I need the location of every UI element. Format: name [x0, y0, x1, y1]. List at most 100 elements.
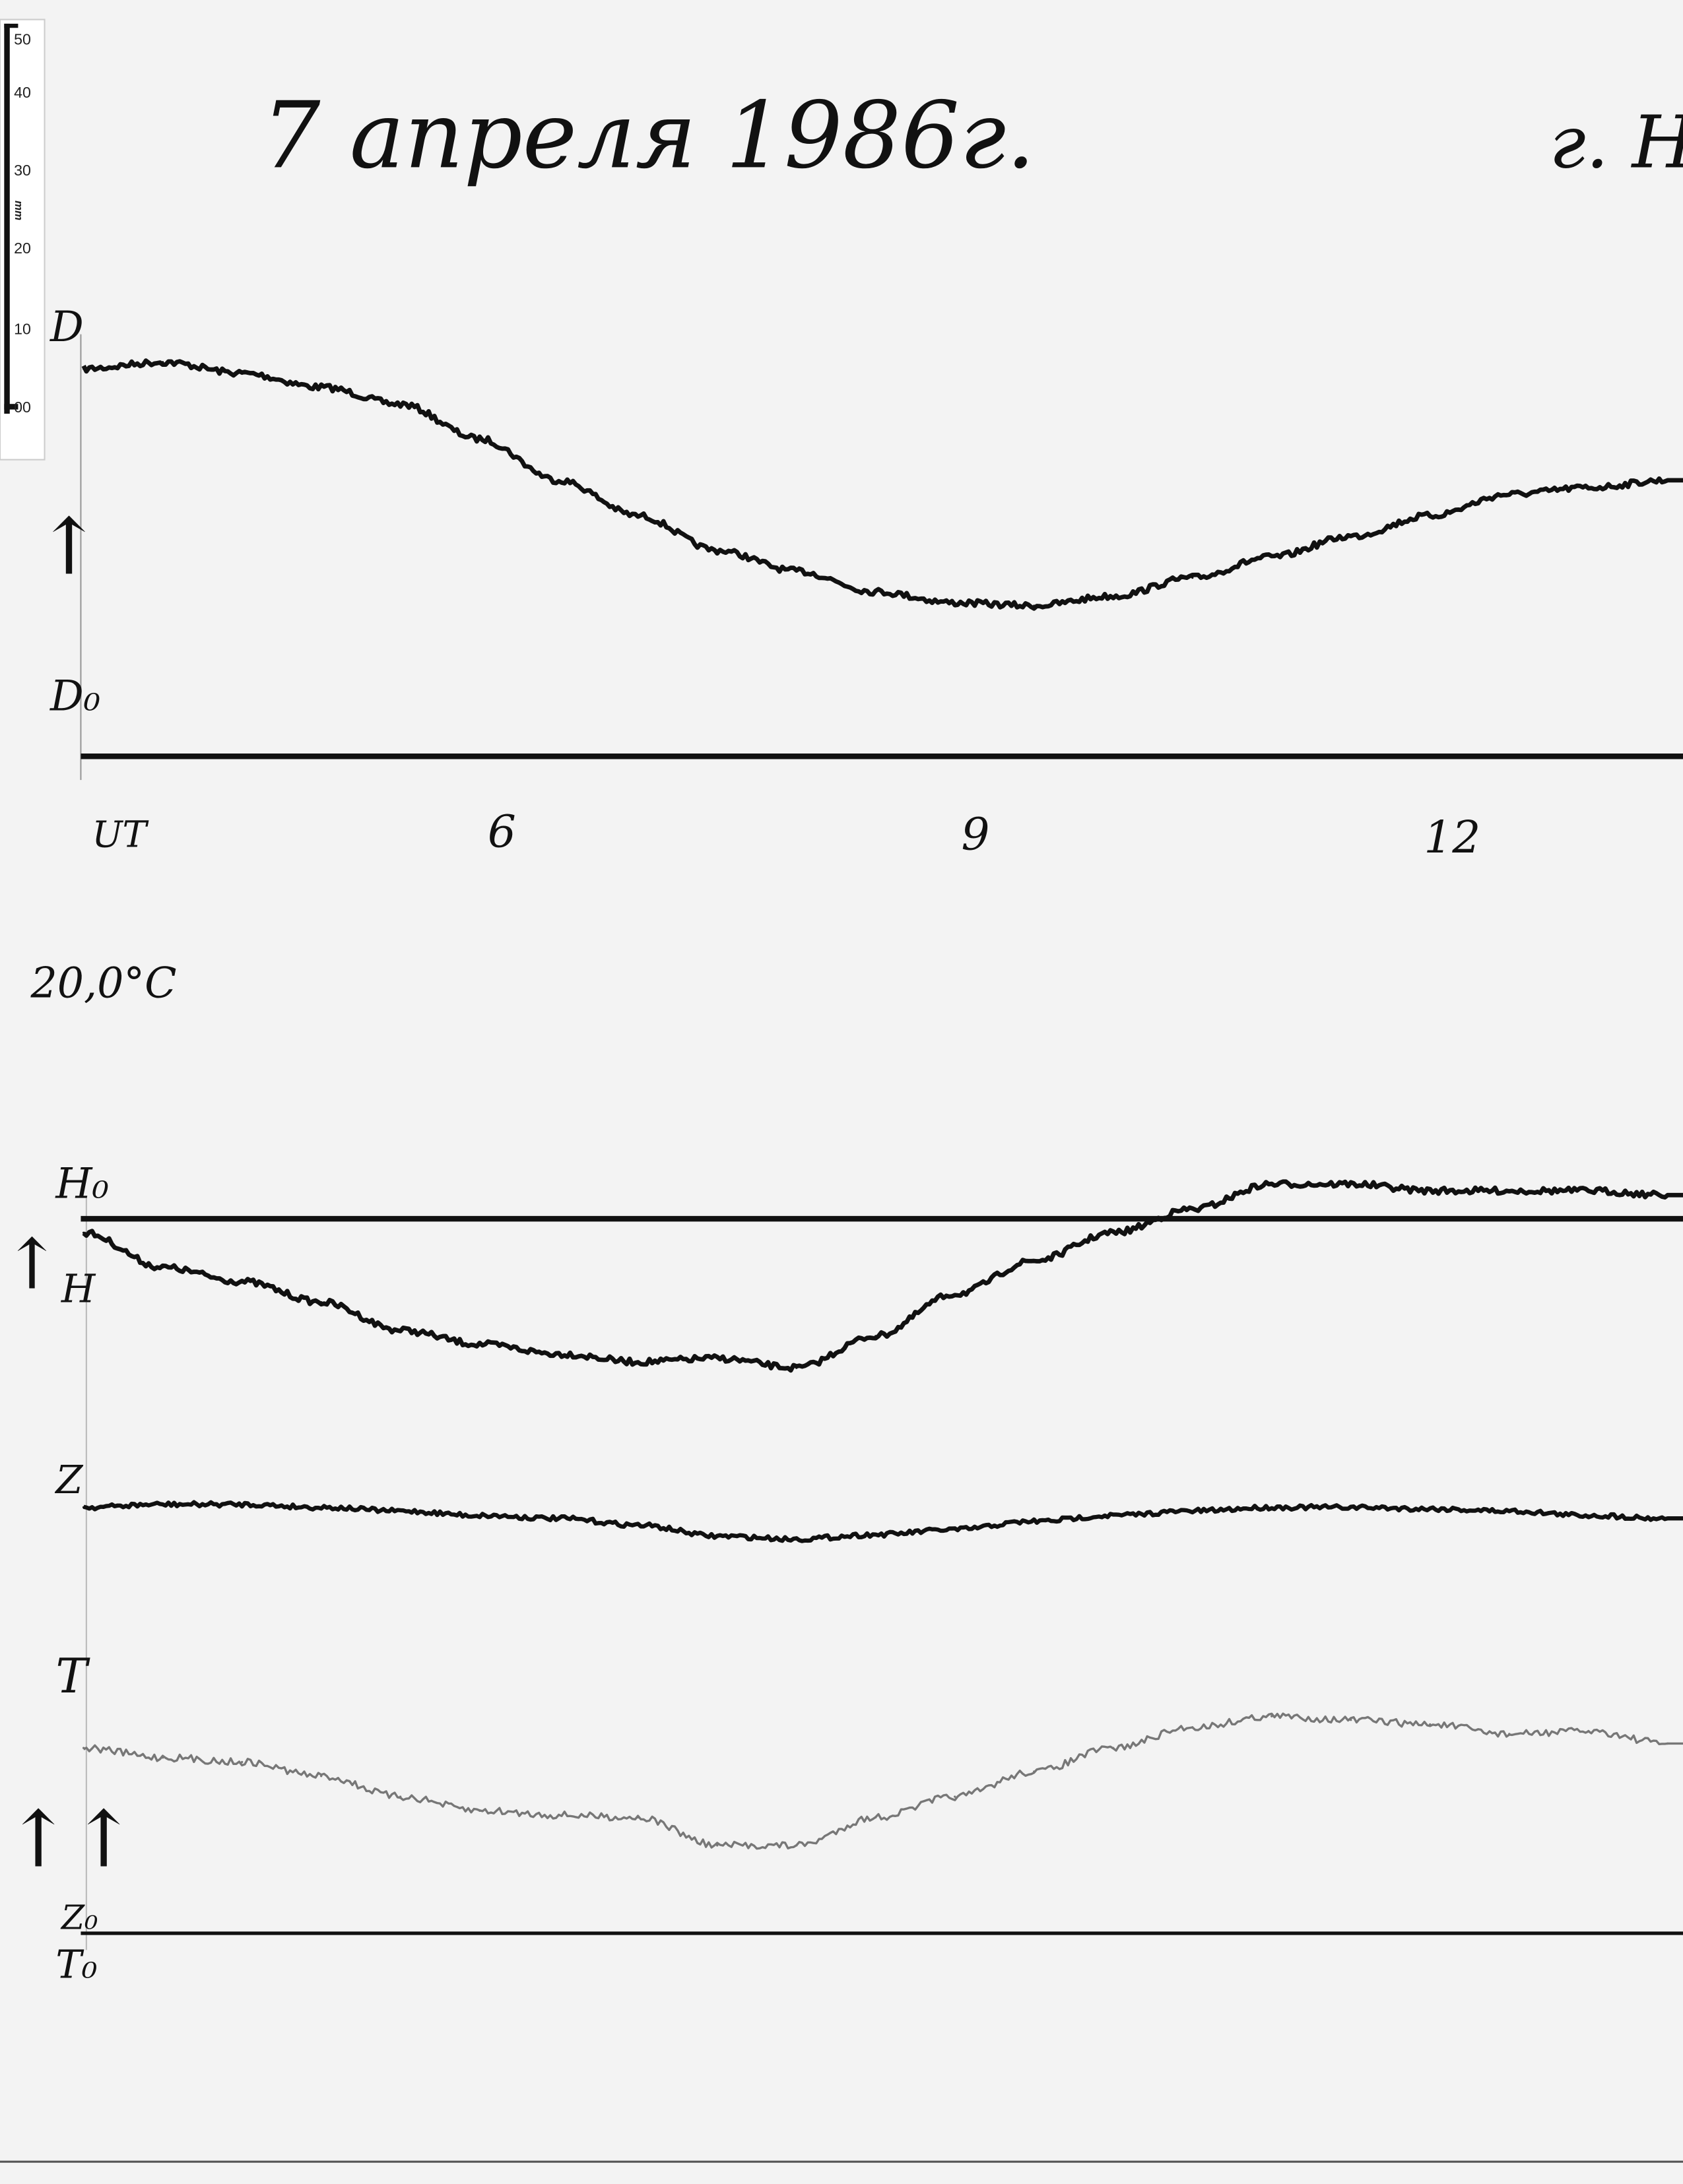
ruler-tick-50: 50	[14, 31, 31, 48]
point-H	[1270, 1182, 1273, 1186]
point-Z	[716, 1535, 719, 1537]
point-H	[954, 1293, 956, 1295]
point-T	[1666, 1742, 1669, 1745]
label-T: T	[55, 1648, 90, 1704]
point-T	[1350, 1718, 1352, 1721]
point-H	[82, 1231, 85, 1235]
point-D	[558, 479, 560, 482]
point-T	[716, 1844, 719, 1847]
point-D	[1270, 556, 1273, 558]
point-H	[399, 1329, 402, 1332]
point-T	[1508, 1733, 1511, 1735]
point-D	[319, 386, 323, 389]
label-Z: Z	[54, 1457, 83, 1502]
label-H: H	[61, 1266, 96, 1312]
point-T	[399, 1795, 402, 1798]
date-title: 7 апреля 1986г.	[262, 82, 1036, 189]
point-H	[1033, 1260, 1036, 1262]
label-temperature: 20,0°C	[30, 958, 176, 1007]
ruler-unit: mm	[13, 201, 25, 220]
point-D	[795, 569, 798, 573]
point-Z	[478, 1514, 481, 1517]
point-Z	[795, 1537, 798, 1541]
point-H	[1429, 1189, 1432, 1192]
point-T	[1033, 1770, 1036, 1773]
label-H0: H₀	[55, 1159, 109, 1207]
point-D	[1429, 514, 1432, 517]
x-tick-12: 12	[1424, 811, 1480, 863]
point-T	[954, 1795, 956, 1798]
trace-H	[82, 1179, 1683, 1373]
trace-Z	[82, 1500, 1683, 1543]
point-H	[795, 1366, 798, 1369]
point-T	[1112, 1747, 1115, 1749]
point-H	[1191, 1207, 1194, 1211]
x-tick-9: 9	[962, 808, 990, 860]
ruler-tick-30: 30	[14, 162, 31, 179]
point-D	[1191, 576, 1194, 579]
point-Z	[319, 1506, 323, 1509]
ruler-tick-10: 10	[14, 321, 31, 338]
point-Z	[1429, 1508, 1432, 1510]
point-Z	[82, 1506, 85, 1509]
point-D	[1666, 479, 1669, 482]
point-Z	[1666, 1517, 1669, 1520]
point-T	[82, 1747, 85, 1749]
point-Z	[1191, 1510, 1194, 1512]
point-H	[478, 1343, 481, 1345]
point-H	[161, 1266, 164, 1269]
point-Z	[399, 1510, 402, 1512]
point-H	[319, 1301, 323, 1304]
point-H	[1666, 1194, 1669, 1196]
point-H	[874, 1335, 877, 1337]
point-H	[558, 1353, 560, 1355]
point-T	[558, 1814, 560, 1816]
point-T	[478, 1809, 481, 1812]
ruler-tick-40: 40	[14, 84, 31, 101]
point-D	[954, 601, 956, 604]
point-Z	[161, 1503, 164, 1506]
point-D	[1033, 604, 1036, 607]
label-D: D	[50, 302, 84, 351]
point-T	[874, 1816, 877, 1819]
point-Z	[954, 1528, 956, 1531]
mm-ruler: 50 40 30 mm 20 10 00	[0, 18, 46, 461]
point-D	[161, 361, 164, 364]
point-D	[1350, 535, 1352, 538]
point-Z	[558, 1517, 560, 1520]
x-tick-6: 6	[488, 805, 516, 857]
point-Z	[240, 1503, 244, 1506]
ruler-tick-00: 00	[14, 399, 31, 416]
traces	[81, 358, 1683, 1935]
point-T	[1587, 1729, 1590, 1733]
point-T	[637, 1816, 640, 1819]
point-H	[240, 1280, 244, 1283]
point-Z	[1587, 1514, 1590, 1517]
point-H	[1508, 1189, 1511, 1192]
point-Z	[637, 1524, 640, 1526]
point-H	[637, 1361, 640, 1363]
point-H	[1112, 1231, 1115, 1235]
point-T	[319, 1775, 323, 1778]
point-D	[399, 402, 402, 406]
point-Z	[1033, 1520, 1036, 1523]
point-T	[240, 1760, 244, 1764]
point-Z	[1270, 1506, 1273, 1509]
trace-T	[82, 1712, 1683, 1850]
point-Z	[1350, 1506, 1352, 1509]
arrow-D: ↑	[36, 501, 102, 593]
point-H	[1587, 1189, 1590, 1192]
point-D	[82, 368, 85, 370]
arrow-ZT: ↑↑	[5, 1794, 136, 1885]
trace-D	[81, 358, 1683, 611]
point-D	[240, 371, 244, 375]
arrow-H: ↑	[3, 1224, 61, 1305]
point-T	[795, 1844, 798, 1847]
point-T	[161, 1756, 164, 1759]
point-Z	[1112, 1514, 1115, 1517]
point-D	[1112, 594, 1115, 598]
point-Z	[1508, 1510, 1511, 1512]
point-D	[716, 549, 719, 552]
label-D0: D₀	[50, 672, 100, 721]
